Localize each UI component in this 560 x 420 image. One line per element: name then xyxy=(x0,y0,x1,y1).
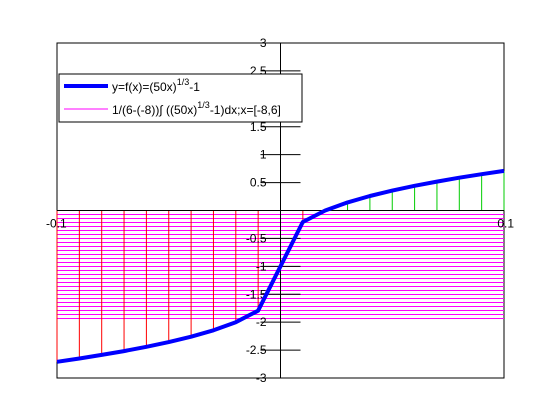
y-tick-label: 1.5 xyxy=(250,120,267,134)
x-ticks: -0.1 0.1 xyxy=(46,217,514,231)
x-tick-label: -0.1 xyxy=(46,217,67,231)
y-tick-label: -2 xyxy=(256,315,267,329)
y-tick-label: -2.5 xyxy=(246,343,267,357)
legend-label-function: y=f(x)=(50x)1/3-1 xyxy=(112,77,200,94)
y-tick-label: -0.5 xyxy=(246,231,267,245)
y-tick-label: -1.5 xyxy=(246,287,267,301)
y-tick-label: 1 xyxy=(260,148,267,162)
y-tick-label: 0.5 xyxy=(250,176,267,190)
y-ticks: 32.51.510.5-0.5-1-1.5-2-2.5-3 xyxy=(246,36,301,385)
legend-box xyxy=(58,73,303,123)
function-line xyxy=(56,168,505,364)
legend-label-average: 1/(6-(-8))∫ ((50x)1/3-1)dx;x=[-8,6] xyxy=(112,100,281,117)
integral-fill-lines xyxy=(56,170,505,362)
legend: y=f(x)=(50x)1/3-1 1/(6-(-8))∫ ((50x)1/3-… xyxy=(58,73,303,123)
y-tick-label: -3 xyxy=(256,371,267,385)
x-tick-label: 0.1 xyxy=(497,217,514,231)
y-tick-label: 3 xyxy=(260,36,267,50)
y-tick-label: -1 xyxy=(256,259,267,273)
